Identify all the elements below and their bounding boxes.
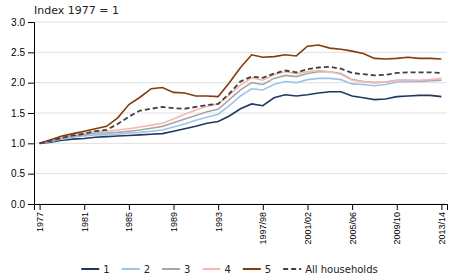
- grid-line: [34, 113, 447, 114]
- axis-line: [35, 205, 448, 211]
- tick-mark: [28, 204, 34, 205]
- grid-line: [34, 173, 447, 174]
- tick-mark: [28, 52, 34, 53]
- grid: [34, 22, 447, 204]
- legend-item: All households: [283, 264, 378, 275]
- x-tick-label: 2009/10: [392, 212, 402, 245]
- y-tick-label: 0.5: [11, 168, 25, 179]
- x-tick-label: 1993: [214, 212, 224, 232]
- x-tick-label: 2001/02: [303, 212, 313, 245]
- x-tick-label: 1997/98: [258, 212, 268, 245]
- y-tick-label: 1.5: [11, 108, 25, 119]
- y-tick: 0.0: [11, 199, 34, 210]
- x-axis: 1977 1981 1985 1989 1993 1997/98 2001/02 2005/0…: [35, 204, 448, 245]
- legend-item: 1: [81, 264, 109, 275]
- y-tick-label: 1.0: [11, 138, 25, 149]
- tick-mark: [28, 83, 34, 84]
- x-tick-label: 2013/14: [437, 212, 447, 245]
- tick-mark: [307, 204, 308, 210]
- x-tick: 1981: [80, 204, 90, 232]
- legend-item: 4: [202, 264, 230, 275]
- x-tick: 2013/14: [437, 204, 447, 245]
- legend-label: 1: [103, 264, 109, 275]
- tick-mark: [352, 204, 353, 210]
- legend-swatch: [202, 268, 220, 270]
- tick-mark: [28, 22, 34, 23]
- tick-mark: [84, 204, 85, 210]
- x-tick-label: 1985: [124, 212, 134, 232]
- y-tick-label: 3.0: [11, 17, 25, 28]
- legend-swatch: [243, 268, 261, 270]
- x-tick: 1997/98: [258, 204, 268, 245]
- tick-mark: [40, 204, 41, 210]
- y-tick: 1.5: [11, 108, 34, 119]
- legend-swatch: [122, 268, 140, 270]
- tick-mark: [263, 204, 264, 210]
- y-tick-label: 0.0: [11, 199, 25, 210]
- tick-mark: [441, 204, 442, 210]
- legend: 1 2 3 4 5 All households: [81, 264, 377, 275]
- grid-line: [34, 143, 447, 144]
- tick-mark: [28, 113, 34, 114]
- grid-line: [34, 52, 447, 53]
- x-tick: 1977: [35, 204, 45, 232]
- x-tick: 2001/02: [303, 204, 313, 245]
- x-tick-label: 1989: [169, 212, 179, 232]
- x-tick-label: 2005/06: [348, 212, 358, 245]
- legend-item: 5: [243, 264, 271, 275]
- tick-mark: [129, 204, 130, 210]
- tick-mark: [174, 204, 175, 210]
- title: Index 1977 = 1: [34, 4, 119, 17]
- legend-label: 4: [224, 264, 230, 275]
- x-tick: 1993: [214, 204, 224, 232]
- legend-label: 2: [144, 264, 150, 275]
- axis-line: [28, 23, 35, 205]
- legend-item: 2: [122, 264, 150, 275]
- x-tick-label: 1977: [35, 212, 45, 232]
- y-tick: 1.0: [11, 138, 34, 149]
- y-axis: 0.0 0.5 1.0 1.5 2.0 2.5 3.0: [11, 17, 34, 210]
- lines: [40, 45, 442, 143]
- legend-item: 3: [162, 264, 190, 275]
- x-tick: 1989: [169, 204, 179, 232]
- legend-swatch: [81, 268, 99, 270]
- y-tick: 3.0: [11, 17, 34, 28]
- x-tick: 2005/06: [348, 204, 358, 245]
- tick-mark: [28, 143, 34, 144]
- series-line: [40, 67, 442, 143]
- y-tick-label: 2.0: [11, 77, 25, 88]
- y-tick: 0.5: [11, 168, 34, 179]
- y-tick: 2.0: [11, 77, 34, 88]
- legend-label: 3: [184, 264, 190, 275]
- legend-label: 5: [265, 264, 271, 275]
- x-tick: 1985: [124, 204, 134, 232]
- legend-swatch: [162, 268, 180, 270]
- y-tick-label: 2.5: [11, 47, 25, 58]
- y-tick: 2.5: [11, 47, 34, 58]
- tick-mark: [397, 204, 398, 210]
- legend-swatch: [283, 268, 301, 270]
- x-tick: 2009/10: [392, 204, 402, 245]
- chart: 0.0 0.5 1.0 1.5 2.0 2.5 3.0 1977 1981 1985 1989 199…: [0, 0, 459, 278]
- series-line: [40, 45, 442, 143]
- tick-mark: [28, 174, 34, 175]
- legend-label: All households: [305, 264, 378, 275]
- grid-line: [34, 22, 447, 23]
- x-tick-label: 1981: [80, 212, 90, 232]
- tick-mark: [218, 204, 219, 210]
